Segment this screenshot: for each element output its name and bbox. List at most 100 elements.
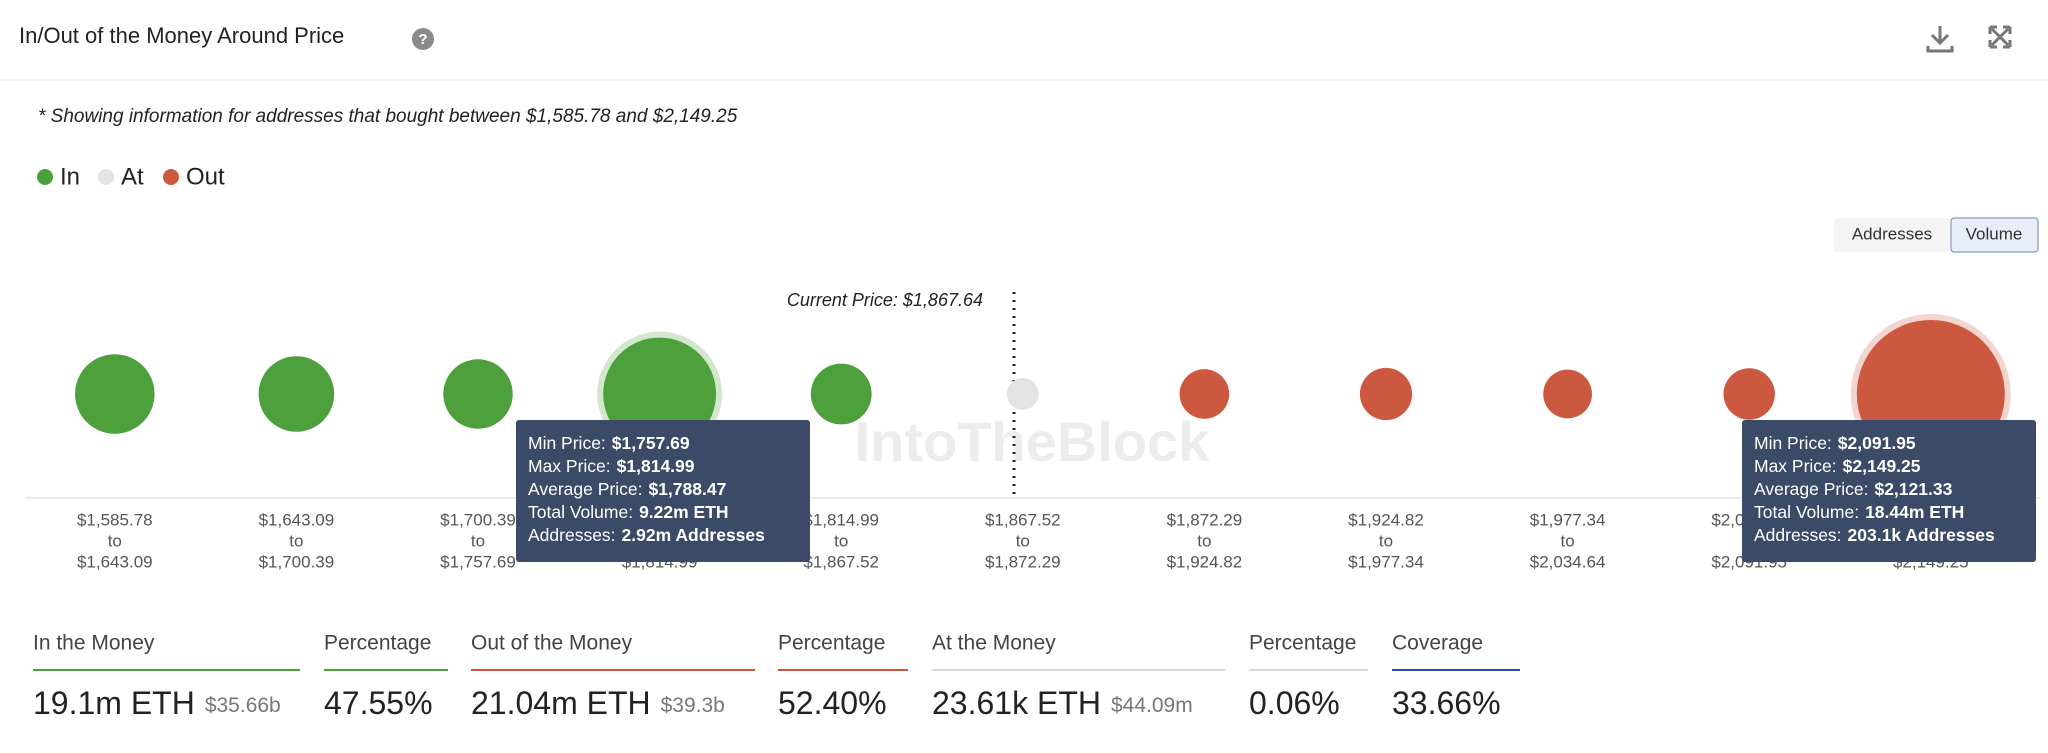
tooltip-line: Min Price: $1,757.69 xyxy=(528,433,690,453)
stat-value: 33.66% xyxy=(1392,685,1501,721)
stat-value: 0.06% xyxy=(1249,685,1340,721)
tooltip xyxy=(516,420,810,562)
help-icon[interactable]: ? xyxy=(412,28,434,50)
legend-label: In xyxy=(60,163,80,190)
x-tick-label: $1,977.34 xyxy=(1348,552,1424,571)
x-tick-label: to xyxy=(1197,531,1211,550)
legend-dot xyxy=(163,169,179,185)
tooltip-value: $2,121.33 xyxy=(1874,479,1952,499)
x-tick-label: $1,977.34 xyxy=(1530,510,1606,529)
expand-icon[interactable] xyxy=(1988,25,2012,49)
stats: In the Money 19.1m ETH $35.66b Percentage 47… xyxy=(33,632,1520,721)
stat-number: 52.40% xyxy=(778,685,887,721)
tooltip-line: Total Volume: 9.22m ETH xyxy=(528,502,729,522)
bubble[interactable] xyxy=(1543,369,1592,419)
stat-number: 23.61k ETH xyxy=(932,685,1101,721)
tooltip xyxy=(1742,420,2036,562)
stat-value: 21.04m ETH $39.3b xyxy=(471,685,725,721)
stat-sub: $35.66b xyxy=(205,694,281,717)
bubble[interactable] xyxy=(810,363,872,425)
note: * Showing information for addresses that… xyxy=(38,106,738,127)
tooltip-value: 2.92m Addresses xyxy=(622,525,766,545)
tooltip-value: $1,788.47 xyxy=(648,479,726,499)
stat-title: Percentage xyxy=(1249,632,1356,655)
tooltip-key: Min Price: xyxy=(528,433,606,453)
svg-text:?: ? xyxy=(418,31,427,48)
tooltip-value: $1,814.99 xyxy=(617,456,695,476)
stat-number: 0.06% xyxy=(1249,685,1340,721)
tooltip-value: $2,091.95 xyxy=(1838,433,1916,453)
bubble[interactable] xyxy=(1006,378,1039,410)
tooltip-value: $2,149.25 xyxy=(1843,456,1921,476)
bubble[interactable] xyxy=(1359,367,1413,421)
x-tick-label: to xyxy=(289,531,303,550)
stat-value: 47.55% xyxy=(324,685,433,721)
tooltip-line: Min Price: $2,091.95 xyxy=(1754,433,1916,453)
tooltip-value: 203.1k Addresses xyxy=(1848,525,1995,545)
stat-number: 33.66% xyxy=(1392,685,1501,721)
toggle-button[interactable] xyxy=(1834,218,1950,252)
x-tick-label: $1,700.39 xyxy=(259,552,335,571)
x-tick-label: to xyxy=(1016,531,1030,550)
x-tick-label: $1,872.29 xyxy=(985,552,1061,571)
legend-label: Out xyxy=(186,163,225,190)
stat-title: Percentage xyxy=(324,632,431,655)
tooltip-line: Total Volume: 18.44m ETH xyxy=(1754,502,1964,522)
tooltip-line: Average Price: $1,788.47 xyxy=(528,479,726,499)
stat-number: 21.04m ETH xyxy=(471,685,651,721)
x-tick-label: $1,757.69 xyxy=(440,552,516,571)
stat-sub: $44.09m xyxy=(1111,694,1193,717)
stat-title: In the Money xyxy=(33,632,155,655)
x-labels: $1,585.78 to $1,643.09 $1,643.09 to $1,700.39… xyxy=(77,510,1969,571)
tooltip-key: Addresses: xyxy=(1754,525,1842,545)
x-tick-label: $1,867.52 xyxy=(985,510,1061,529)
watermark: IntoTheBlock xyxy=(855,410,1211,473)
toggle-label[interactable]: Addresses xyxy=(1852,224,1932,243)
stat-number: 19.1m ETH xyxy=(33,685,195,721)
tooltip-key: Max Price: xyxy=(528,456,611,476)
download-icon[interactable] xyxy=(1926,26,1954,53)
tooltip-value: $1,757.69 xyxy=(612,433,690,453)
legend-dot xyxy=(37,169,53,185)
tooltip-key: Total Volume: xyxy=(528,502,633,522)
tooltip-key: Min Price: xyxy=(1754,433,1832,453)
tooltip-line: Max Price: $1,814.99 xyxy=(528,456,695,476)
x-tick-label: $1,700.39 xyxy=(440,510,516,529)
x-tick-label: $1,867.52 xyxy=(803,552,879,571)
page-title: In/Out of the Money Around Price xyxy=(19,23,344,48)
toggle-button-active[interactable] xyxy=(1950,217,2039,253)
stat-number: 47.55% xyxy=(324,685,433,721)
bubble[interactable] xyxy=(1179,369,1230,419)
stat-value: 19.1m ETH $35.66b xyxy=(33,685,281,721)
tooltip-key: Addresses: xyxy=(528,525,616,545)
x-tick-label: $1,643.09 xyxy=(77,552,153,571)
legend-label: At xyxy=(121,163,144,190)
stat-sub: $39.3b xyxy=(661,694,725,717)
tooltip-key: Max Price: xyxy=(1754,456,1837,476)
bubble[interactable] xyxy=(258,356,335,432)
toggle: Addresses Volume xyxy=(1834,217,2039,253)
bubble[interactable] xyxy=(75,354,155,434)
x-tick-label: $1,643.09 xyxy=(259,510,335,529)
stat-title: Out of the Money xyxy=(471,632,633,655)
x-tick-label: $1,924.82 xyxy=(1348,510,1424,529)
bubble[interactable] xyxy=(1723,368,1775,420)
stat-title: Percentage xyxy=(778,632,885,655)
x-tick-label: $1,872.29 xyxy=(1167,510,1243,529)
tooltip-line: Addresses: 203.1k Addresses xyxy=(1754,525,1995,545)
x-tick-label: to xyxy=(1561,531,1575,550)
x-tick-label: to xyxy=(834,531,848,550)
x-tick-label: to xyxy=(471,531,485,550)
stat-value: 52.40% xyxy=(778,685,887,721)
stat-title: Coverage xyxy=(1392,632,1483,655)
toggle-label[interactable]: Volume xyxy=(1966,224,2023,243)
tooltip-key: Total Volume: xyxy=(1754,502,1859,522)
stat-value: 23.61k ETH $44.09m xyxy=(932,685,1193,721)
current-price-label: Current Price: $1,867.64 xyxy=(787,290,983,310)
x-tick-label: $1,585.78 xyxy=(77,510,153,529)
x-tick-label: $1,924.82 xyxy=(1167,552,1243,571)
stat-title: At the Money xyxy=(932,632,1056,655)
bubble[interactable] xyxy=(443,359,513,429)
